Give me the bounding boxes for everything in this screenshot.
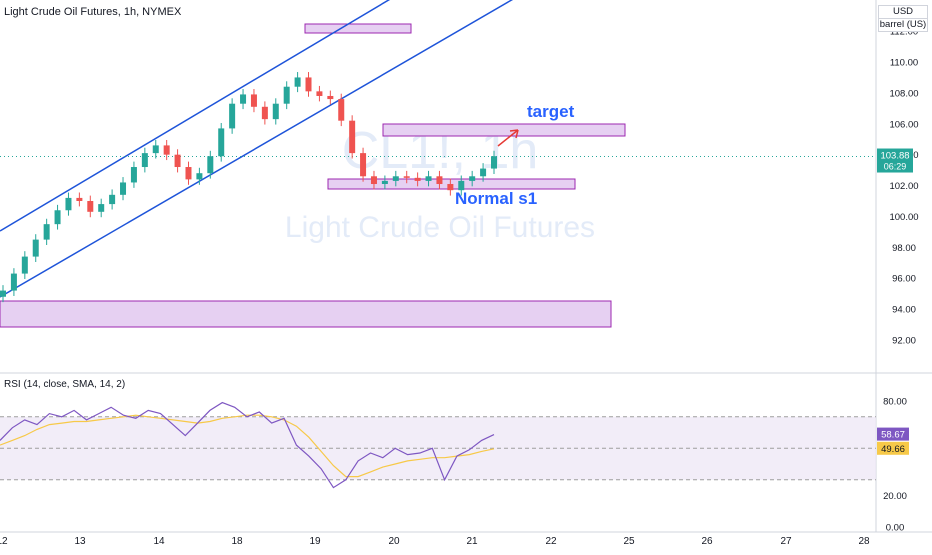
candle-body — [0, 290, 6, 297]
rsi-indicator-label: RSI (14, close, SMA, 14, 2) — [4, 379, 126, 390]
candle-body — [207, 156, 214, 174]
rsi-ma-line — [0, 414, 495, 478]
candle-body — [403, 176, 410, 178]
candle-body — [480, 168, 487, 177]
candle-body — [54, 210, 61, 225]
price-tick-label: 106.00 — [889, 119, 918, 130]
time-tick-label: 18 — [231, 536, 243, 547]
price-tick-label: 96.00 — [892, 274, 916, 285]
candle-body — [447, 184, 454, 191]
candle-body — [109, 194, 116, 205]
channel-upper-line — [0, 0, 391, 232]
candle-body — [21, 256, 28, 274]
candle-body — [152, 145, 159, 154]
channel-lower-line — [0, 0, 514, 298]
time-tick-label: 14 — [153, 536, 165, 547]
candle-body — [240, 94, 247, 104]
price-zone — [304, 23, 412, 34]
countdown-value: 06:29 — [884, 162, 907, 172]
candle-body — [43, 224, 50, 240]
time-tick-label: 25 — [623, 536, 635, 547]
price-tick-label: 112.00 — [890, 27, 918, 38]
time-tick-label: 21 — [466, 536, 478, 547]
candle-body — [436, 176, 443, 185]
candle-body — [425, 176, 432, 181]
rsi-line — [0, 401, 495, 489]
price-tick-label: 98.00 — [892, 243, 916, 254]
candle-body — [32, 239, 39, 257]
price-tick-label: 110.00 — [890, 58, 918, 69]
candle-body — [381, 180, 388, 185]
price-tick-label: 108.00 — [889, 88, 918, 99]
last-price-badge — [877, 148, 913, 173]
candle-body — [305, 77, 312, 92]
candle-body — [218, 128, 225, 157]
time-tick-label: 26 — [701, 536, 713, 547]
candle-body — [185, 167, 192, 180]
price-tick-label: 100.00 — [889, 212, 918, 223]
rsi-tick-label: 20.00 — [883, 491, 907, 502]
candle-body — [414, 177, 421, 181]
candle-body — [174, 154, 181, 168]
target-arrowhead — [509, 129, 519, 139]
candle-body — [283, 86, 290, 104]
watermark-name: Light Crude Oil Futures — [285, 211, 595, 244]
candle-body — [272, 103, 279, 120]
candle-body — [120, 182, 127, 195]
candle-body — [10, 273, 17, 291]
candle-body — [294, 77, 301, 87]
candle-body — [392, 176, 399, 181]
time-tick-label: 28 — [858, 536, 870, 547]
target-label: target — [527, 102, 575, 121]
target-arrow — [497, 129, 519, 147]
time-tick-label: 27 — [780, 536, 792, 547]
candle-body — [76, 197, 83, 201]
candle-body — [87, 200, 94, 212]
candle-body — [338, 99, 345, 121]
price-tick-label: 92.00 — [892, 335, 916, 346]
candle-body — [196, 173, 203, 180]
candle-body — [327, 95, 334, 100]
candle-body — [469, 176, 476, 181]
candle-body — [250, 94, 257, 107]
time-tick-label: 12 — [0, 536, 8, 547]
candle-body — [141, 153, 148, 168]
price-zone — [382, 123, 626, 137]
last-price-value: 103.88 — [880, 151, 909, 162]
candle-body — [316, 91, 323, 96]
rsi-value: 58.67 — [881, 430, 905, 441]
unit-label: barrel (US) — [879, 19, 927, 30]
candle-body — [130, 167, 137, 183]
candle-body — [458, 180, 465, 191]
candle-body — [98, 204, 105, 212]
time-tick-label: 19 — [309, 536, 321, 547]
candle-body — [163, 145, 170, 155]
rsi-ma-badge — [877, 441, 909, 455]
unit-selector[interactable]: USD barrel (US) — [878, 5, 928, 32]
time-tick-label: 20 — [388, 536, 400, 547]
time-tick-label: 13 — [74, 536, 86, 547]
candle-body — [360, 153, 367, 177]
chart-title: Light Crude Oil Futures, 1h, NYMEX — [4, 6, 182, 18]
rsi-tick-label: 80.00 — [883, 397, 907, 408]
candle-body — [229, 103, 236, 129]
rsi-ma-value: 49.66 — [881, 444, 905, 455]
candle-body — [349, 120, 356, 154]
candle-body — [65, 197, 72, 211]
currency-label: USD — [879, 6, 927, 19]
time-tick-label: 22 — [545, 536, 557, 547]
rsi-tick-label: 0.00 — [886, 523, 905, 534]
rsi-value-badge — [877, 427, 909, 441]
price-tick-label: 94.00 — [892, 305, 916, 316]
price-zone — [0, 300, 612, 328]
price-tick-label: 102.00 — [889, 181, 918, 192]
support-label: Normal s1 — [455, 189, 537, 208]
candle-body — [491, 156, 497, 169]
candle-body — [370, 176, 377, 185]
candle-body — [261, 106, 268, 120]
